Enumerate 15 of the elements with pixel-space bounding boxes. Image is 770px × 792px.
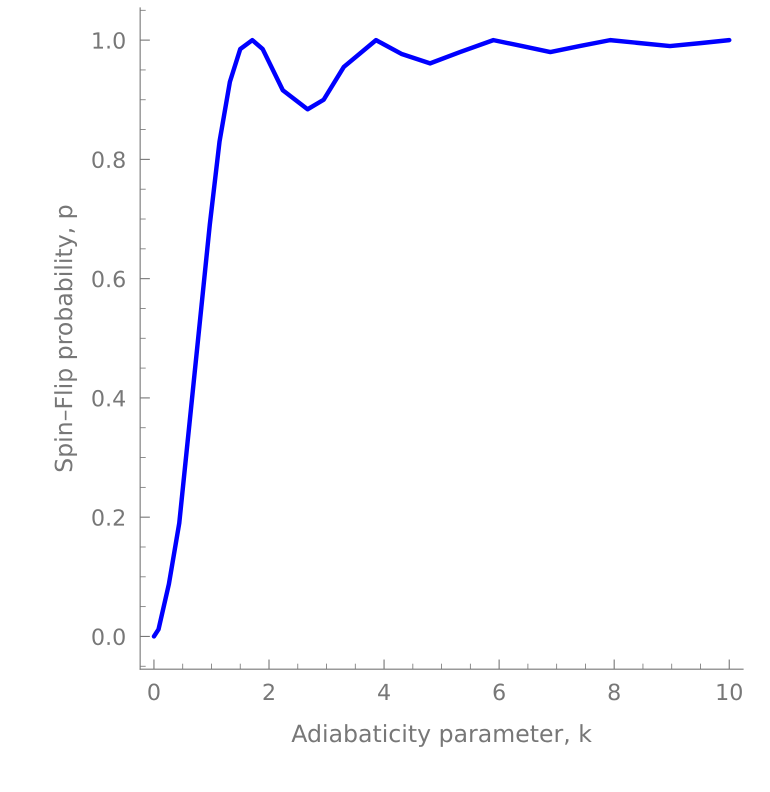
y-tick-label: 0.6 — [92, 270, 125, 288]
x-tick-label: 10 — [718, 684, 742, 700]
y-tick-label: 0.8 — [92, 151, 125, 168]
x-tick-label: 6 — [494, 684, 505, 700]
line-series — [152, 38, 732, 639]
y-tick-label: 0.0 — [92, 628, 125, 646]
x-tick-label: 4 — [378, 684, 390, 700]
x-tick-label: 0 — [148, 684, 160, 700]
y-tick-label: 0.4 — [92, 390, 126, 407]
y-tick-label: 1.0 — [93, 32, 125, 49]
x-tick-label: 8 — [608, 684, 620, 700]
y-tick-label: 0.2 — [92, 509, 124, 526]
y-axis-title: Spin–Flip probability, p — [54, 206, 78, 472]
x-tick-label: 2 — [264, 684, 274, 700]
x-axis-title: Adiabaticity parameter, k — [291, 724, 592, 747]
